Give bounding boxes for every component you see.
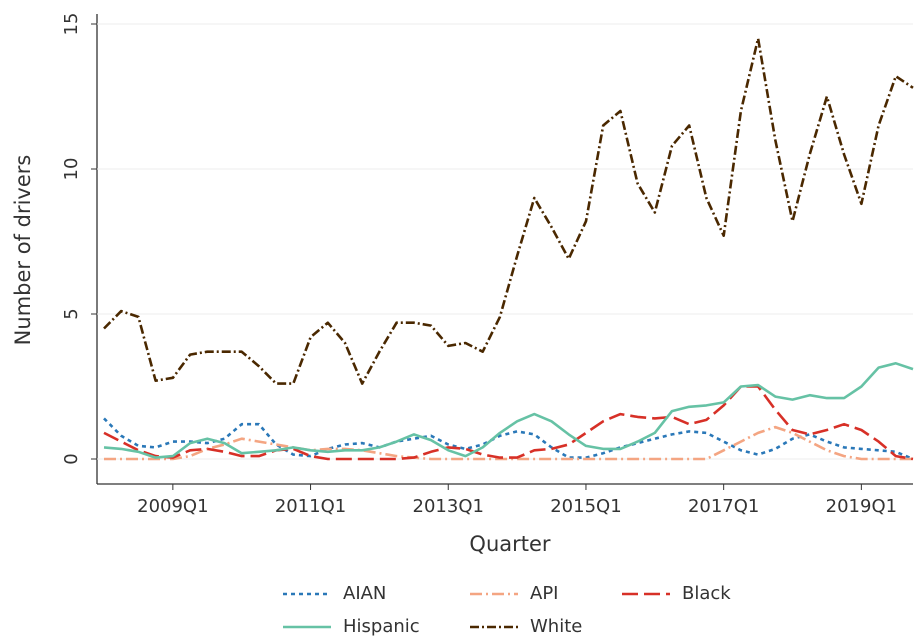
series-line (103, 37, 914, 385)
legend-label: AIAN (343, 583, 386, 604)
x-tick-label: 2013Q1 (413, 496, 484, 517)
y-tick-label: 0 (61, 453, 82, 464)
legend-label: Black (682, 583, 731, 604)
legend-label: White (530, 616, 582, 637)
x-tick-label: 2017Q1 (688, 496, 759, 517)
x-tick-label: 2019Q1 (826, 496, 897, 517)
series-line (103, 385, 914, 461)
x-tick-label: 2011Q1 (275, 496, 346, 517)
x-tick-label: 2009Q1 (137, 496, 208, 517)
x-tick-label: 2015Q1 (550, 496, 621, 517)
series-line (104, 425, 913, 461)
x-axis-label: Quarter (469, 532, 550, 556)
legend-label: Hispanic (343, 616, 420, 637)
legend-label: API (530, 583, 558, 604)
y-axis-label: Number of drivers (11, 155, 35, 346)
y-tick-label: 5 (61, 308, 82, 319)
series-line (103, 417, 914, 461)
y-tick-label: 10 (61, 158, 82, 181)
y-tick-label: 15 (61, 13, 82, 36)
series-line (103, 362, 914, 459)
